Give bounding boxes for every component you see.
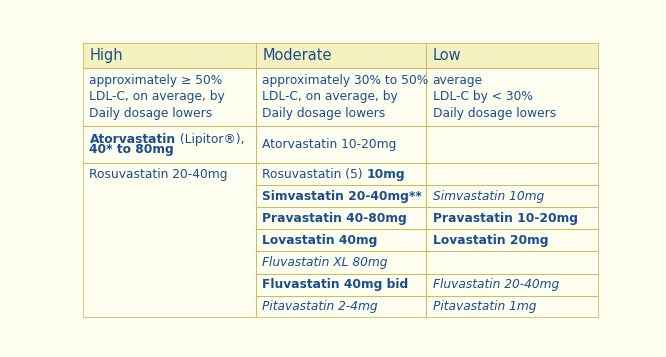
Text: (Lipitor®),: (Lipitor®), [176,133,244,146]
Text: Pravastatin 40-80mg: Pravastatin 40-80mg [262,212,407,225]
Text: LDL-C, on average, by: LDL-C, on average, by [262,90,398,104]
Text: LDL-C, on average, by: LDL-C, on average, by [89,90,225,104]
Text: Low: Low [433,48,462,63]
Text: 10mg: 10mg [367,167,406,181]
Text: Lovastatin 20mg: Lovastatin 20mg [433,234,548,247]
Text: Fluvastatin 20-40mg: Fluvastatin 20-40mg [433,278,559,291]
Text: Fluvastatin XL 80mg: Fluvastatin XL 80mg [262,256,388,269]
Text: Lovastatin 40mg: Lovastatin 40mg [262,234,378,247]
Text: 40* to 80mg: 40* to 80mg [89,143,174,156]
Text: Simvastatin 20-40mg**: Simvastatin 20-40mg** [262,190,422,203]
Text: Moderate: Moderate [262,48,332,63]
Text: Pravastatin 10-20mg: Pravastatin 10-20mg [433,212,577,225]
Text: Atorvastatin 10-20mg: Atorvastatin 10-20mg [262,138,397,151]
Text: Atorvastatin: Atorvastatin [89,133,176,146]
Text: Daily dosage lowers: Daily dosage lowers [433,107,556,120]
Text: High: High [89,48,123,63]
Text: approximately ≥ 50%: approximately ≥ 50% [89,74,222,87]
Text: Simvastatin 10mg: Simvastatin 10mg [433,190,544,203]
Text: average: average [433,74,483,87]
Text: Fluvastatin 40mg bid: Fluvastatin 40mg bid [262,278,409,291]
Text: Daily dosage lowers: Daily dosage lowers [262,107,386,120]
Text: Pitavastatin 2-4mg: Pitavastatin 2-4mg [262,300,378,313]
Text: approximately 30% to 50%: approximately 30% to 50% [262,74,429,87]
Text: Daily dosage lowers: Daily dosage lowers [89,107,212,120]
Text: Pitavastatin 1mg: Pitavastatin 1mg [433,300,536,313]
Text: LDL-C by < 30%: LDL-C by < 30% [433,90,533,104]
Text: Rosuvastatin 20-40mg: Rosuvastatin 20-40mg [89,167,228,181]
Bar [83,43,599,68]
Text: Rosuvastatin (5): Rosuvastatin (5) [262,167,367,181]
